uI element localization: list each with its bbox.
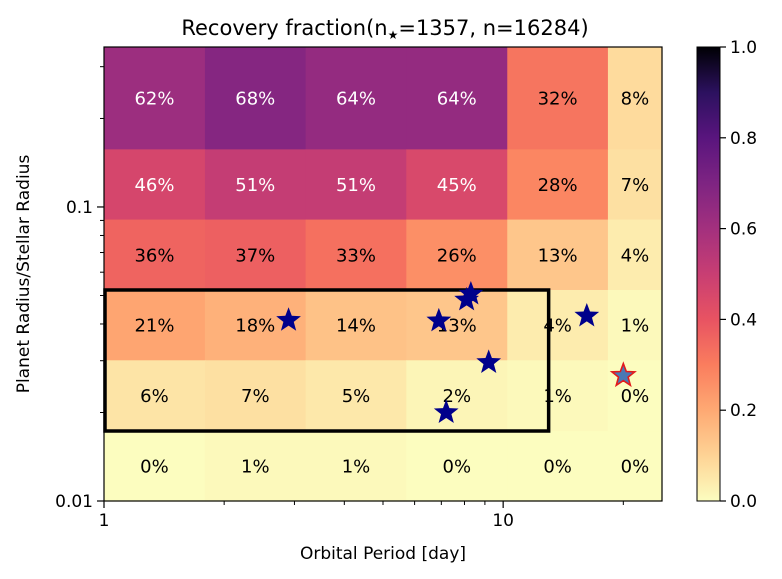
heatmap-cell (305, 149, 407, 221)
heatmap-cell (406, 219, 508, 291)
cell-label: 64% (437, 89, 477, 110)
heatmap-cell (104, 149, 206, 221)
cell-label: 7% (241, 386, 270, 407)
planet-star-marker (276, 307, 301, 331)
heatmap-cell (104, 289, 206, 361)
x-tick-label: 10 (492, 511, 514, 531)
axis-ticks: 1 10 0.01 0.1 (55, 66, 624, 531)
planet-star-marker (433, 399, 459, 424)
heatmap-cell (507, 289, 609, 361)
cell-label: 0% (443, 457, 472, 478)
cell-label: 51% (336, 175, 376, 196)
planet-star-marker (609, 361, 637, 388)
cell-label: 6% (140, 386, 169, 407)
heatmap-cell (507, 149, 609, 221)
heatmap-cell (507, 219, 609, 291)
heatmap-cell (507, 47, 609, 150)
colorbar-tick-label: 0.2 (730, 401, 757, 421)
planet-star-marker (426, 307, 452, 332)
heatmap-cell (305, 360, 407, 432)
cell-label: 1% (241, 457, 270, 478)
cell-label: 1% (543, 386, 572, 407)
heatmap-cell (607, 289, 663, 361)
heatmap-cell (104, 360, 206, 432)
heatmap-cell (204, 219, 307, 291)
heatmap-cell (305, 289, 407, 361)
colorbar-ticks: 0.0 0.2 0.4 0.6 0.8 1.0 (720, 38, 757, 512)
cell-label: 32% (538, 89, 578, 110)
heatmap-cell (607, 149, 663, 221)
heatmap-cell (204, 431, 307, 502)
cell-label: 37% (235, 245, 275, 266)
cell-label: 13% (538, 245, 578, 266)
heatmap-cell (406, 47, 508, 150)
heatmap-cell (607, 431, 663, 502)
y-tick-label: 0.1 (66, 198, 93, 218)
y-axis-label: Planet Radius/Stellar Radius (14, 155, 34, 394)
cell-label: 26% (437, 245, 477, 266)
heatmap-cell (104, 47, 206, 150)
heatmap-cell (406, 431, 508, 502)
planet-star-marker (476, 349, 502, 373)
colorbar-tick-label: 0.4 (730, 310, 757, 330)
cell-label: 1% (621, 316, 650, 337)
cell-label: 4% (621, 245, 650, 266)
colorbar-tick-label: 0.0 (730, 492, 757, 512)
cell-label: 14% (336, 316, 376, 337)
y-tick-label: 0.01 (55, 492, 93, 512)
cell-label: 0% (621, 457, 650, 478)
heatmap-cell (305, 47, 407, 150)
cell-label: 64% (336, 89, 376, 110)
cell-label: 51% (235, 175, 275, 196)
heatmap-cell (406, 360, 508, 432)
x-tick-label: 1 (99, 511, 110, 531)
colorbar (696, 46, 721, 502)
cell-label: 36% (134, 245, 174, 266)
heatmap-cell (507, 431, 609, 502)
x-axis-label: Orbital Period [day] (300, 544, 466, 564)
cell-labels: 62% 68% 64% 64% 32% 8% 46% 51% 51% 45% 28% 7% 36% 37%… (134, 89, 649, 478)
cell-label: 33% (336, 245, 376, 266)
cell-label: 13% (437, 316, 477, 337)
selection-box (103, 288, 551, 433)
cell-label: 45% (437, 175, 477, 196)
planet-star-marker (458, 280, 484, 305)
cell-label: 18% (235, 316, 275, 337)
heatmap-cell (607, 47, 663, 150)
heatmap-cells (104, 47, 663, 502)
heatmap-cell (406, 289, 508, 361)
heatmap-cell (104, 431, 206, 502)
cell-label: 28% (538, 175, 578, 196)
cell-label: 5% (342, 386, 371, 407)
heatmap-cell (204, 360, 307, 432)
cell-label: 4% (543, 316, 572, 337)
planet-markers (276, 280, 637, 424)
star-symbol: ★ (388, 28, 399, 42)
heatmap-cell (104, 219, 206, 291)
heatmap-cell (305, 219, 407, 291)
heatmap-cell (204, 47, 307, 150)
cell-label: 46% (134, 175, 174, 196)
cell-label: 21% (134, 316, 174, 337)
heatmap-cell (607, 219, 663, 291)
colorbar-tick-label: 1.0 (730, 38, 757, 58)
colorbar-tick-label: 0.6 (730, 220, 757, 240)
cell-label: 2% (443, 386, 472, 407)
cell-label: 7% (621, 175, 650, 196)
cell-label: 0% (543, 457, 572, 478)
planet-star-marker (574, 302, 600, 327)
colorbar-tick-label: 0.8 (730, 129, 757, 149)
chart-title: Recovery fraction(n★=1357, n=16284) (181, 16, 588, 42)
heatmap-cell (204, 149, 307, 221)
cell-label: 8% (621, 89, 650, 110)
heatmap-cell (406, 149, 508, 221)
cell-label: 0% (140, 457, 169, 478)
cell-label: 0% (621, 386, 650, 407)
heatmap-cell (507, 360, 609, 432)
cell-label: 68% (235, 89, 275, 110)
heatmap-cell (305, 431, 407, 502)
cell-label: 62% (134, 89, 174, 110)
cell-label: 1% (342, 457, 371, 478)
